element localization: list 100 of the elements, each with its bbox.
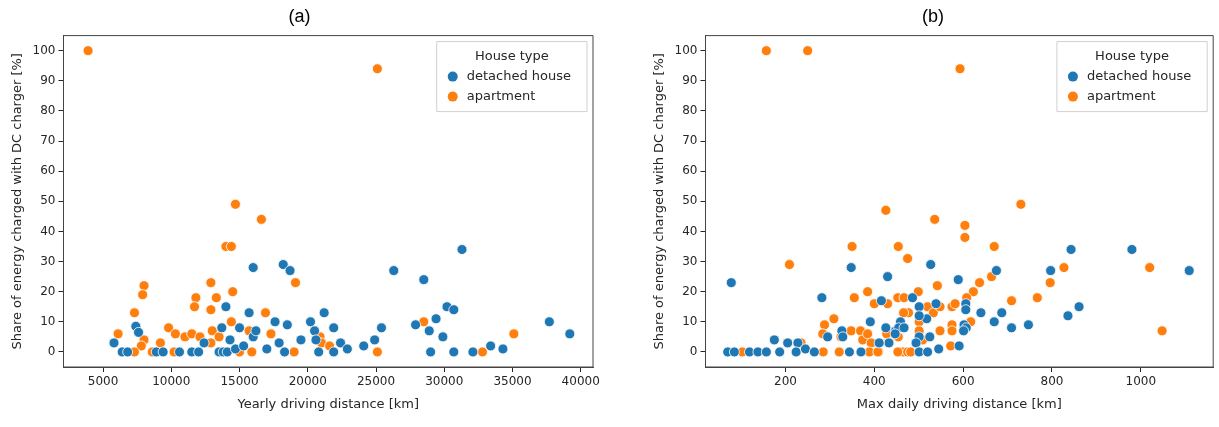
y-tick-label: 70 [682,133,698,148]
point [369,334,381,346]
x-tick-label: 400 [862,374,886,389]
point [305,316,316,328]
point [328,322,340,334]
point [318,307,330,319]
point [157,346,169,358]
point [388,265,400,276]
point [269,316,281,328]
point [279,346,290,358]
y-tick-label: 20 [682,283,698,298]
legend-label: apartment [1086,87,1156,103]
x-tick-label: 25000 [356,374,396,389]
point [250,325,262,337]
point [328,346,340,358]
point [224,334,236,346]
point [225,316,237,328]
x-tick-label: 1000 [1125,374,1157,389]
point [155,337,166,349]
point [430,313,442,325]
legend-title: House type [1095,47,1170,63]
y-tick-label: 100 [32,42,56,57]
point [137,289,149,301]
point [290,277,301,289]
y-tick-label: 80 [682,103,698,118]
x-tick-label: 5000 [87,374,119,389]
x-tick-label: 10000 [152,374,191,389]
y-tick-label: 70 [40,133,56,148]
y-tick-label: 60 [682,163,698,178]
x-tick-label: 800 [1040,374,1064,389]
y-tick-label: 50 [40,193,56,208]
x-tick-label: 200 [774,374,797,389]
point [247,262,259,273]
y-tick-label: 40 [682,223,698,238]
point [277,259,289,270]
point [246,346,258,358]
point [82,45,94,57]
point [448,304,460,316]
y-tick-label: 20 [40,283,56,298]
point [371,346,383,358]
point [508,328,520,340]
y-axis-title: Share of energy charged with DC charger [%] [9,53,25,350]
point [135,340,147,352]
point [163,322,174,334]
x-tick-label: 15000 [220,374,259,389]
point [243,307,255,319]
point [234,322,245,334]
x-axis-title: Yearly driving distance [km] [236,395,420,411]
y-tick-label: 60 [40,163,56,178]
point [418,274,430,286]
point [341,343,353,355]
point [198,337,210,349]
y-tick-label: 30 [40,253,56,268]
legend-title: House type [474,47,549,63]
legend-label: apartment [466,87,536,103]
point [425,346,436,358]
point [205,277,217,289]
point [485,340,497,352]
point [335,337,346,349]
point [358,340,370,352]
point [477,346,488,358]
point [261,343,273,355]
x-tick-label: 20000 [288,374,327,389]
point [288,346,300,358]
point [284,265,296,276]
point [210,292,222,304]
point [213,331,225,343]
y-tick-label: 40 [40,223,56,238]
y-tick-label: 100 [674,42,698,57]
point [564,328,576,340]
x-tick-label: 30000 [425,374,464,389]
point [133,326,144,338]
point [310,334,322,346]
y-tick-label: 50 [682,193,698,208]
point [255,213,267,225]
point [313,346,325,358]
point [225,241,237,252]
point [281,319,293,331]
y-tick-label: 90 [682,72,698,87]
point [193,346,205,358]
y-tick-label: 10 [682,313,698,328]
point [230,343,241,355]
point [309,325,321,337]
point [260,307,271,319]
point [227,286,239,298]
x-axis-title: Max daily driving distance [km] [856,395,1062,411]
y-tick-label: 30 [682,253,698,268]
legend-label: detached house [466,67,572,83]
point [129,307,140,319]
point [238,340,250,352]
point [189,301,200,313]
point [205,304,217,316]
point [220,301,232,313]
point [174,346,185,358]
point [423,325,435,337]
chart-title: (a) [288,5,311,26]
y-tick-label: 80 [40,103,56,118]
y-tick-label: 0 [47,344,56,359]
x-tick-label: 600 [951,374,975,389]
point [273,337,285,349]
